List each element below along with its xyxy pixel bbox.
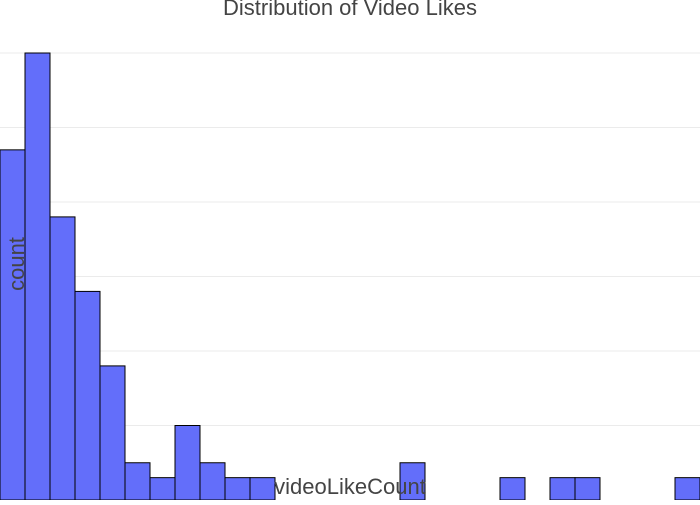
histogram-bar [499,477,526,501]
histogram-bar [149,477,176,501]
histogram-bar [124,462,151,501]
x-axis-label: videoLikeCount [274,474,426,499]
histogram-bar [0,149,26,501]
chart-title: Distribution of Video Likes [223,0,477,20]
histogram-bar [224,477,251,501]
histogram-bar [249,477,276,501]
histogram-bar [49,216,76,501]
histogram-bar [674,477,700,501]
gridlines [0,52,700,426]
histogram-bar [74,290,101,501]
histogram-bar [574,477,601,501]
histogram-bar [174,425,201,501]
histogram-bar [99,365,126,501]
histogram-bar [549,477,576,501]
histogram-bar [199,462,226,501]
y-axis-label: count [4,237,29,291]
